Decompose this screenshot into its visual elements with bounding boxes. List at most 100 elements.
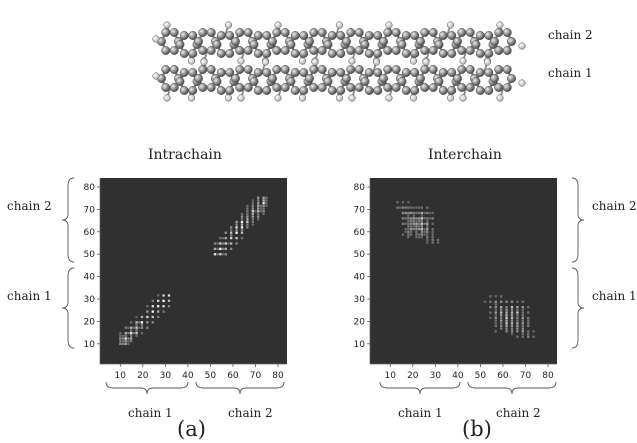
carbon-atom: [188, 31, 198, 40]
heat-cell: [246, 223, 249, 226]
heat-cell: [407, 230, 410, 233]
heat-cell: [135, 323, 138, 327]
axes: 10 20 30 40 50 60 70 80 10 20 30 40 50 60 70 80: [354, 178, 557, 381]
x-tick-label: 10: [385, 371, 397, 381]
heat-cell: [404, 206, 407, 209]
heat-cell: [505, 330, 508, 333]
heat-cell: [426, 233, 429, 236]
heat-cell: [224, 247, 227, 251]
heat-cell: [420, 214, 424, 217]
heat-cell: [135, 331, 138, 335]
heat-cell: [219, 242, 222, 245]
heat-cell: [494, 330, 497, 333]
heat-cell: [505, 305, 508, 309]
panel-b-right-brace-label-top: chain 2: [592, 199, 637, 213]
carbon-atom: [447, 68, 457, 77]
heat-cell: [423, 211, 426, 215]
heat-cell: [489, 295, 492, 298]
y-tick-label: 70: [354, 205, 366, 215]
heat-cell: [221, 253, 225, 256]
heat-cell: [420, 236, 424, 239]
heat-cell: [489, 305, 492, 309]
y-tick-label: 60: [84, 228, 96, 238]
heat-cell: [121, 340, 125, 343]
carbon-atom: [416, 37, 425, 46]
y-tick-label: 60: [354, 228, 366, 238]
hydrogen-atom: [163, 21, 171, 29]
carbon-atom: [268, 74, 277, 83]
carbon-atom: [401, 49, 411, 58]
panel-b-right-brace-top: [571, 177, 585, 263]
heat-cell: [532, 335, 535, 338]
heat-cell: [129, 340, 133, 343]
heat-cell: [494, 308, 497, 311]
heat-cell: [140, 323, 144, 327]
hydrogen-atom: [298, 57, 307, 65]
hydrogen-atom: [409, 94, 418, 102]
heat-cell: [407, 201, 410, 204]
hydrogen-atom: [237, 57, 245, 65]
heat-cell: [516, 330, 519, 333]
carbon-atom: [272, 46, 282, 55]
heat-cell: [418, 222, 421, 225]
heat-cell: [146, 321, 149, 324]
heat-cell: [121, 342, 125, 346]
heat-cell: [489, 316, 492, 320]
heat-cell: [257, 204, 260, 207]
hydrogen-atom: [496, 94, 504, 102]
heat-cell: [510, 300, 514, 303]
y-tick-label: 10: [84, 340, 96, 350]
hydrogen-atom: [372, 58, 381, 66]
carbon-atom: [453, 37, 462, 46]
carbon-atom: [410, 31, 420, 40]
heat-cell: [407, 233, 410, 236]
heat-cell: [251, 215, 254, 218]
heat-cell: [494, 303, 497, 306]
heat-cell: [418, 211, 421, 215]
heat-cell: [532, 330, 535, 333]
heat-cell: [127, 340, 130, 343]
heat-cell: [140, 315, 144, 319]
y-tick-label: 50: [354, 250, 366, 260]
heat-cell: [431, 211, 434, 215]
heat-cell: [162, 305, 165, 308]
heat-cell: [505, 311, 508, 314]
heat-cell: [129, 334, 133, 337]
heat-cell: [235, 236, 238, 240]
heat-cell: [167, 305, 171, 308]
heat-cell: [505, 322, 508, 325]
carbon-atom: [465, 65, 475, 74]
heat-cell: [129, 337, 133, 340]
heat-cell: [423, 227, 426, 231]
carbon-atom: [216, 49, 226, 58]
heat-cell: [500, 322, 503, 325]
heat-cell: [407, 211, 410, 215]
carbon-atom: [490, 74, 499, 83]
heat-cell: [420, 217, 424, 220]
heat-cell: [251, 207, 254, 210]
heat-cell: [521, 335, 524, 338]
carbon-atom: [290, 86, 300, 95]
heat-cell: [127, 342, 130, 346]
panel-b-bottom-brace-right: [467, 381, 557, 395]
intrachain-heatmap: 10 20 30 40 50 60 70 80 10 20 30 40 50 60 70 80: [84, 178, 287, 381]
carbon-atom: [286, 77, 296, 86]
heat-cell: [404, 222, 407, 225]
heat-cell: [151, 305, 154, 308]
hydrogen-atom: [274, 94, 282, 102]
heat-cell: [423, 230, 426, 233]
heat-cell: [510, 308, 514, 311]
heat-cell: [426, 236, 429, 239]
heat-cell: [420, 230, 424, 233]
heat-cell: [240, 220, 244, 224]
panel-a-bottom-brace-right: [195, 381, 285, 395]
carbon-atom: [457, 83, 467, 92]
hydrogen-atom: [152, 35, 160, 43]
heat-cell: [124, 334, 127, 337]
carbon-atom: [397, 40, 407, 49]
heat-cell: [138, 326, 141, 329]
heat-cell: [510, 311, 514, 314]
heat-cell: [516, 327, 519, 330]
carbon-atom: [465, 28, 475, 37]
heat-cell: [426, 217, 429, 220]
